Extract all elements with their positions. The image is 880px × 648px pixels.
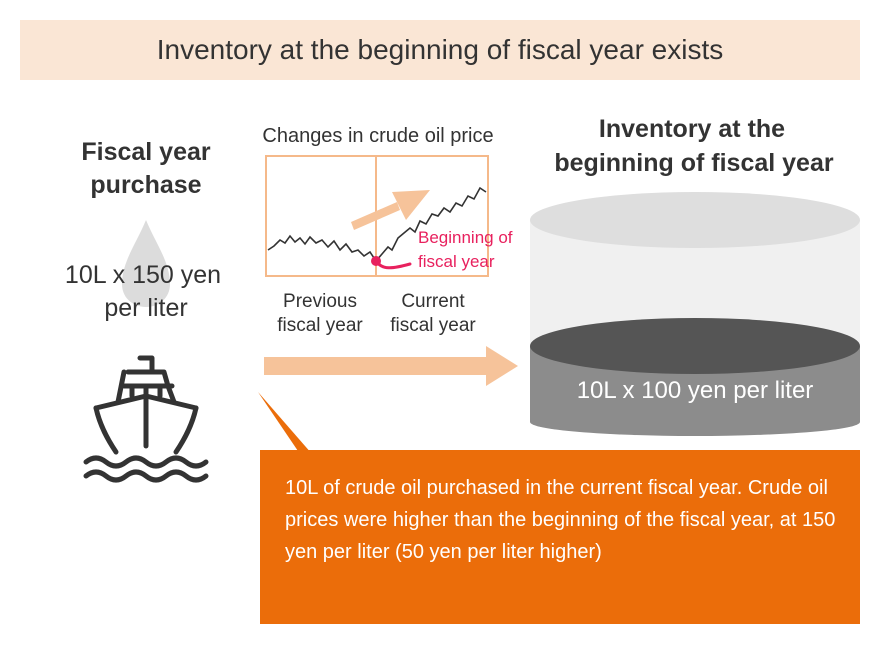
inventory-heading-line1: Inventory at the bbox=[599, 115, 785, 143]
oil-tank-icon bbox=[530, 192, 860, 436]
fiscal-start-label-line2: fiscal year bbox=[418, 252, 495, 271]
period-current-line1: Current bbox=[401, 291, 465, 312]
period-previous-line2: fiscal year bbox=[277, 315, 363, 336]
period-previous-line1: Previous bbox=[283, 291, 357, 312]
left-heading-line2: purchase bbox=[90, 171, 201, 199]
callout-text: 10L of crude oil purchased in the curren… bbox=[285, 477, 836, 563]
page-title: Inventory at the beginning of fiscal yea… bbox=[156, 34, 724, 65]
purchase-price-line2: per liter bbox=[104, 294, 187, 322]
tank-price-label: 10L x 100 yen per liter bbox=[576, 377, 814, 404]
oil-drop-icon bbox=[122, 220, 170, 307]
ship-icon bbox=[83, 355, 209, 483]
header-banner bbox=[20, 20, 860, 80]
fiscal-start-label-line1: Beginning of bbox=[418, 228, 513, 247]
period-current-line2: fiscal year bbox=[390, 315, 476, 336]
marker-connector bbox=[374, 259, 412, 270]
left-heading-line1: Fiscal year bbox=[81, 138, 211, 166]
price-line-current bbox=[375, 186, 487, 262]
arrow-right-icon bbox=[264, 346, 518, 386]
callout-pointer bbox=[258, 392, 312, 454]
chart-title: Changes in crude oil price bbox=[262, 125, 493, 147]
fiscal-start-label: Beginning of fiscal year bbox=[418, 226, 558, 274]
callout-box bbox=[260, 450, 860, 624]
price-line-previous bbox=[267, 234, 377, 262]
inventory-heading-line2: beginning of fiscal year bbox=[554, 149, 833, 177]
trend-up-arrow-icon bbox=[351, 190, 430, 230]
purchase-price-line1: 10L x 150 yen bbox=[65, 261, 221, 289]
